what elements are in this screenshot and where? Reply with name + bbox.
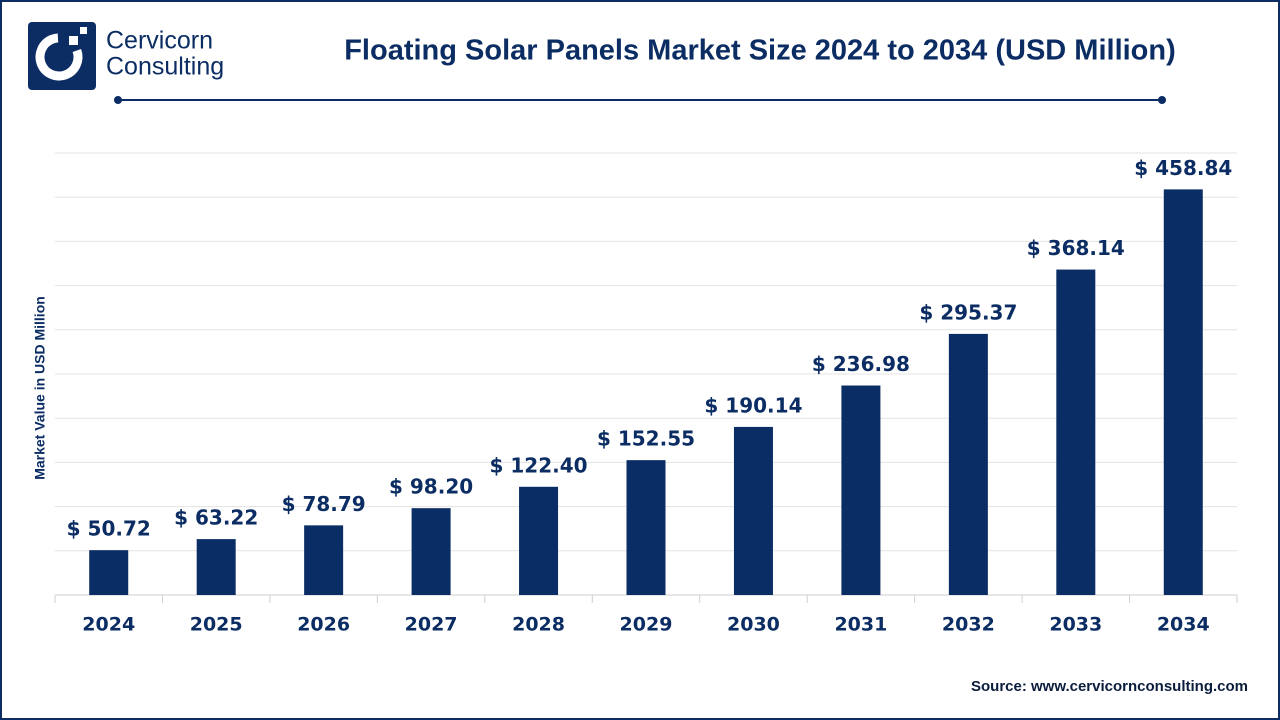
source: Source: www.cervicornconsulting.com — [971, 678, 1248, 695]
bar — [841, 385, 881, 595]
x-tick-label: 2032 — [942, 614, 995, 636]
rule-dot — [114, 96, 122, 104]
bar — [519, 486, 559, 595]
rule-dot — [1158, 96, 1166, 104]
bar — [948, 333, 988, 595]
x-tick-label: 2028 — [512, 614, 565, 636]
bar — [89, 550, 129, 595]
x-tick-label: 2026 — [297, 614, 350, 636]
value-label: $ 50.72 — [67, 517, 151, 541]
x-tick-label: 2025 — [190, 614, 243, 636]
chart-title: Floating Solar Panels Market Size 2024 t… — [344, 35, 1176, 67]
x-tick-label: 2030 — [727, 614, 780, 636]
brand-name: Cervicorn — [106, 27, 213, 55]
value-label: $ 190.14 — [704, 393, 802, 417]
value-label: $ 98.20 — [389, 475, 473, 499]
value-label: $ 295.37 — [919, 300, 1017, 324]
x-tick-label: 2027 — [405, 614, 458, 636]
logo: Cervicorn Consulting — [28, 22, 224, 90]
bar — [411, 508, 451, 595]
x-tick-label: 2024 — [82, 614, 135, 636]
logo-mark — [69, 36, 78, 45]
value-label: $ 122.40 — [490, 453, 588, 477]
value-label: $ 78.79 — [282, 492, 366, 516]
bar — [304, 525, 344, 595]
logo-mark — [80, 27, 87, 34]
bar — [733, 426, 773, 595]
value-label: $ 63.22 — [174, 506, 258, 530]
bar — [196, 539, 236, 595]
bar — [1163, 189, 1203, 595]
value-label: $ 236.98 — [812, 352, 910, 376]
y-axis-label: Market Value in USD Million — [32, 296, 48, 480]
x-tick-label: 2033 — [1049, 614, 1102, 636]
value-label: $ 458.84 — [1134, 156, 1232, 180]
bar — [626, 460, 666, 595]
logo-mark — [35, 33, 83, 81]
x-tick-label: 2029 — [620, 614, 673, 636]
bar — [1056, 269, 1096, 595]
x-tick-label: 2031 — [834, 614, 887, 636]
brand-name: Consulting — [106, 53, 224, 81]
value-label: $ 368.14 — [1027, 236, 1125, 260]
x-tick-label: 2034 — [1157, 614, 1210, 636]
value-label: $ 152.55 — [597, 427, 695, 451]
